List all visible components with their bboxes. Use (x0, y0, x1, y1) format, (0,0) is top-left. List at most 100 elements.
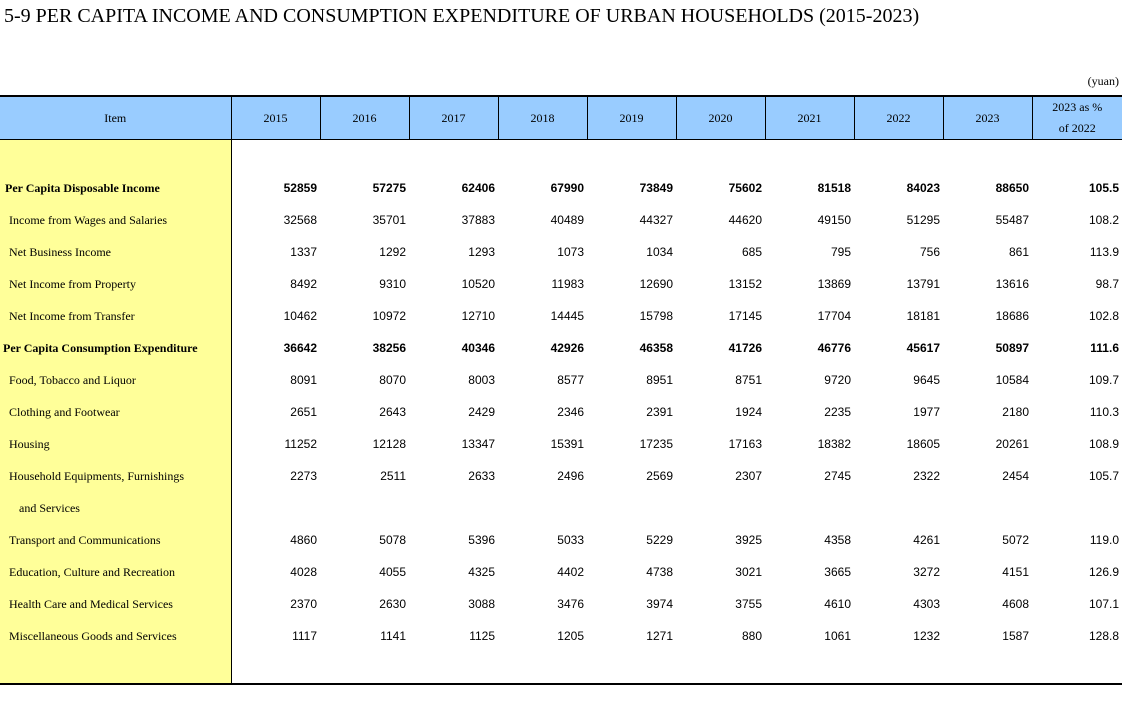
value-cell: 5396 (468, 533, 495, 547)
table-row: Net Business Income 1337 1292 1293 1073 1034 6… (0, 236, 1122, 268)
spacer-row (0, 139, 1122, 172)
value-cell: 3476 (557, 597, 584, 611)
statistics-table: Item 2015 2016 2017 2018 2019 2020 2021 … (0, 95, 1122, 685)
value-cell: 15391 (550, 437, 584, 451)
value-cell: 3665 (824, 565, 851, 579)
table-row: Household Equipments, Furnishings 2273 251… (0, 460, 1122, 492)
value-cell: 2651 (290, 405, 317, 419)
value-cell: 4151 (1002, 565, 1029, 579)
value-cell: 11983 (551, 277, 584, 291)
ratio-cell: 108.9 (1088, 437, 1119, 451)
table-row: Per Capita Disposable Income 52859 57275 62… (0, 172, 1122, 204)
value-cell: 1141 (380, 629, 406, 643)
value-cell: 2235 (824, 405, 851, 419)
value-cell: 2643 (379, 405, 406, 419)
header-year: 2016 (319, 95, 409, 140)
row-label: Per Capita Disposable Income (0, 172, 232, 204)
value-cell: 8003 (468, 373, 495, 387)
value-cell: 50897 (995, 341, 1029, 355)
value-cell: 4303 (913, 597, 940, 611)
table-title: 5-9 PER CAPITA INCOME AND CONSUMPTION EX… (4, 5, 920, 27)
value-cell (409, 492, 498, 524)
value-cell: 10584 (995, 373, 1029, 387)
table-row: Clothing and Footwear 2651 2643 2429 2346 239… (0, 396, 1122, 428)
value-cell: 3021 (735, 565, 762, 579)
value-cell (587, 492, 676, 524)
value-cell: 9720 (824, 373, 851, 387)
header-year: 2019 (586, 95, 676, 140)
value-cell: 2273 (290, 469, 317, 483)
value-cell: 9310 (379, 277, 406, 291)
row-label: Net Income from Transfer (0, 300, 232, 332)
value-cell: 10972 (372, 309, 406, 323)
ratio-cell: 105.5 (1088, 181, 1119, 195)
header-year: 2022 (853, 95, 943, 140)
row-label: Miscellaneous Goods and Services (0, 620, 232, 652)
value-cell: 3974 (646, 597, 673, 611)
table-row: Transport and Communications 4860 5078 5396… (0, 524, 1122, 556)
value-cell: 46776 (817, 341, 851, 355)
value-cell: 756 (919, 245, 940, 259)
value-cell: 67990 (550, 181, 584, 195)
value-cell: 1232 (913, 629, 940, 643)
value-cell: 2307 (735, 469, 762, 483)
value-cell: 18686 (995, 309, 1029, 323)
header-year: 2023 (942, 95, 1032, 140)
row-label: Household Equipments, Furnishings (0, 460, 232, 492)
spacer-row (0, 652, 1122, 685)
header-year: 2020 (675, 95, 765, 140)
value-cell: 5072 (1002, 533, 1029, 547)
value-cell: 44327 (639, 213, 673, 227)
value-cell: 2346 (557, 405, 584, 419)
value-cell: 36642 (283, 341, 317, 355)
value-cell: 12128 (372, 437, 406, 451)
value-cell: 13152 (728, 277, 762, 291)
value-cell: 2496 (557, 469, 584, 483)
value-cell: 4738 (646, 565, 673, 579)
value-cell: 1924 (735, 405, 762, 419)
value-cell: 14445 (550, 309, 584, 323)
value-cell: 795 (830, 245, 851, 259)
value-cell: 4028 (290, 565, 317, 579)
value-cell: 5229 (646, 533, 673, 547)
value-cell: 2633 (468, 469, 495, 483)
ratio-cell: 126.9 (1088, 565, 1119, 579)
value-cell: 13347 (461, 437, 495, 451)
value-cell: 17235 (639, 437, 673, 451)
value-cell: 84023 (906, 181, 940, 195)
ratio-cell: 113.9 (1089, 245, 1119, 259)
value-cell: 1073 (557, 245, 584, 259)
value-cell (676, 492, 765, 524)
table-row: Health Care and Medical Services 2370 2630… (0, 588, 1122, 620)
value-cell: 13791 (906, 277, 940, 291)
value-cell: 1117 (292, 629, 317, 643)
ratio-cell: 111.6 (1090, 341, 1119, 355)
value-cell: 1977 (913, 405, 940, 419)
value-cell: 81518 (817, 181, 851, 195)
value-cell: 41726 (728, 341, 762, 355)
value-cell: 2630 (379, 597, 406, 611)
value-cell: 8091 (290, 373, 317, 387)
value-cell: 2370 (290, 597, 317, 611)
row-label: Food, Tobacco and Liquor (0, 364, 232, 396)
value-cell: 11252 (284, 437, 317, 451)
value-cell (943, 492, 1032, 524)
table-row: Education, Culture and Recreation 4028 405… (0, 556, 1122, 588)
header-row: Item 2015 2016 2017 2018 2019 2020 2021 … (0, 95, 1122, 140)
value-cell: 12690 (639, 277, 673, 291)
value-cell: 8751 (735, 373, 762, 387)
value-cell: 4610 (824, 597, 851, 611)
value-cell: 2180 (1002, 405, 1029, 419)
value-cell: 2569 (646, 469, 673, 483)
value-cell: 3755 (735, 597, 762, 611)
value-cell: 2429 (468, 405, 495, 419)
value-cell: 880 (741, 629, 762, 643)
value-cell: 55487 (995, 213, 1029, 227)
table-row: Per Capita Consumption Expenditure 36642 3… (0, 332, 1122, 364)
value-cell: 1271 (646, 629, 673, 643)
value-cell: 8577 (557, 373, 584, 387)
value-cell: 4860 (290, 533, 317, 547)
value-cell: 5033 (557, 533, 584, 547)
value-cell: 5078 (379, 533, 406, 547)
value-cell: 1205 (557, 629, 584, 643)
